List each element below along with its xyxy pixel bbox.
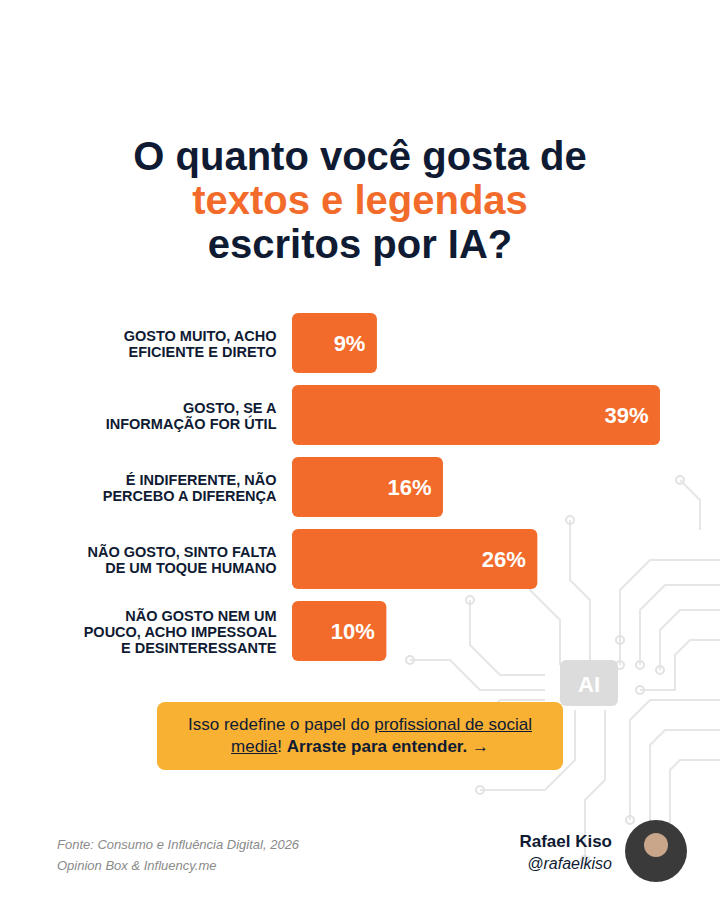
html-text:Isso redefine o papel do profi: Isso redefine o papel do profissional de… [188,715,532,756]
svg-text:NÃO GOSTO, SINTO FALTADE UM TO: NÃO GOSTO, SINTO FALTADE UM TOQUE HUMANO [87,543,277,576]
svg-text:NÃO GOSTO NEM UMPOUCO, ACHO IM: NÃO GOSTO NEM UMPOUCO, ACHO IMPESSOALE D… [84,607,277,656]
html-text:O quanto você gosta de: O quanto você gosta de [133,134,587,178]
html-text:textos e legendas: textos e legendas [192,178,528,222]
svg-text:16%: 16% [387,475,431,500]
html-text:Rafael Kiso: Rafael Kiso [519,832,612,851]
svg-text:39%: 39% [604,403,648,428]
svg-text:GOSTO MUITO, ACHOEFICIENTE E D: GOSTO MUITO, ACHOEFICIENTE E DIRETO [124,328,277,360]
html-text:Opinion Box & Influency.me: Opinion Box & Influency.me [57,858,217,873]
svg-text:AI: AI [578,672,600,697]
svg-text:GOSTO, SE AINFORMAÇÃO FOR ÚTIL: GOSTO, SE AINFORMAÇÃO FOR ÚTIL [106,400,277,432]
html-text:@rafaelkiso: @rafaelkiso [527,855,612,872]
html-text:escritos por IA?: escritos por IA? [207,222,513,266]
svg-text:26%: 26% [482,547,526,572]
svg-text:9%: 9% [334,331,366,356]
svg-text:É INDIFERENTE, NÃOPERCEBO A DI: É INDIFERENTE, NÃOPERCEBO A DIFERENÇA [103,471,277,504]
html-text:Fonte: Consumo e Influência Di: Fonte: Consumo e Influência Digital, 202… [57,837,300,852]
svg-text:10%: 10% [331,619,375,644]
